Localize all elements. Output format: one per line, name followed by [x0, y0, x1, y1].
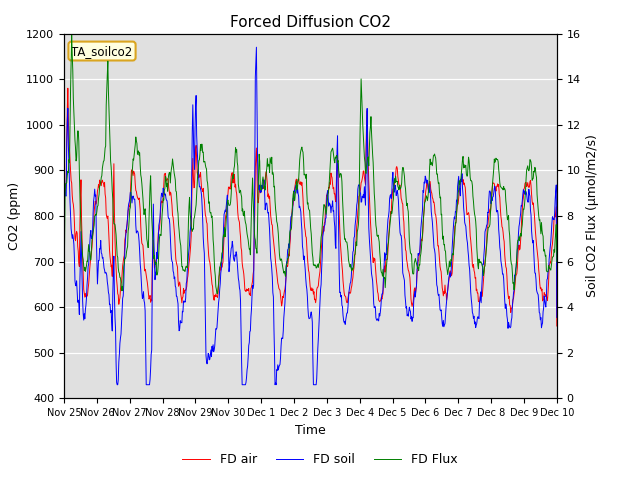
Title: Forced Diffusion CO2: Forced Diffusion CO2: [230, 15, 391, 30]
Y-axis label: CO2 (ppm): CO2 (ppm): [8, 182, 20, 250]
Line: FD air: FD air: [64, 88, 557, 326]
FD Flux: [271, 198, 279, 204]
FD soil: [553, 314, 561, 320]
FD air: [432, 212, 440, 217]
FD Flux: [486, 221, 494, 227]
FD air: [412, 291, 419, 297]
FD air: [60, 314, 68, 320]
FD soil: [272, 380, 280, 385]
FD soil: [60, 311, 68, 316]
FD air: [486, 206, 494, 212]
FD Flux: [412, 256, 419, 262]
FD soil: [113, 382, 121, 387]
FD Flux: [115, 265, 122, 271]
FD soil: [189, 102, 196, 108]
FD Flux: [60, 294, 68, 300]
FD air: [115, 292, 122, 298]
FD air: [271, 253, 279, 259]
FD soil: [433, 271, 440, 276]
FD soil: [253, 44, 260, 50]
FD Flux: [68, 32, 76, 38]
FD air: [64, 85, 72, 91]
Line: FD Flux: FD Flux: [64, 35, 557, 297]
Line: FD soil: FD soil: [64, 47, 557, 384]
Text: TA_soilco2: TA_soilco2: [72, 45, 132, 58]
FD soil: [412, 286, 420, 292]
Y-axis label: Soil CO2 Flux (μmol/m2/s): Soil CO2 Flux (μmol/m2/s): [586, 134, 599, 298]
FD soil: [115, 377, 122, 383]
FD Flux: [189, 226, 196, 232]
X-axis label: Time: Time: [295, 424, 326, 437]
FD Flux: [432, 155, 440, 161]
Legend: FD air, FD soil, FD Flux: FD air, FD soil, FD Flux: [177, 448, 463, 471]
FD air: [553, 323, 561, 329]
FD soil: [486, 190, 494, 195]
FD Flux: [553, 259, 561, 264]
FD air: [189, 156, 196, 161]
